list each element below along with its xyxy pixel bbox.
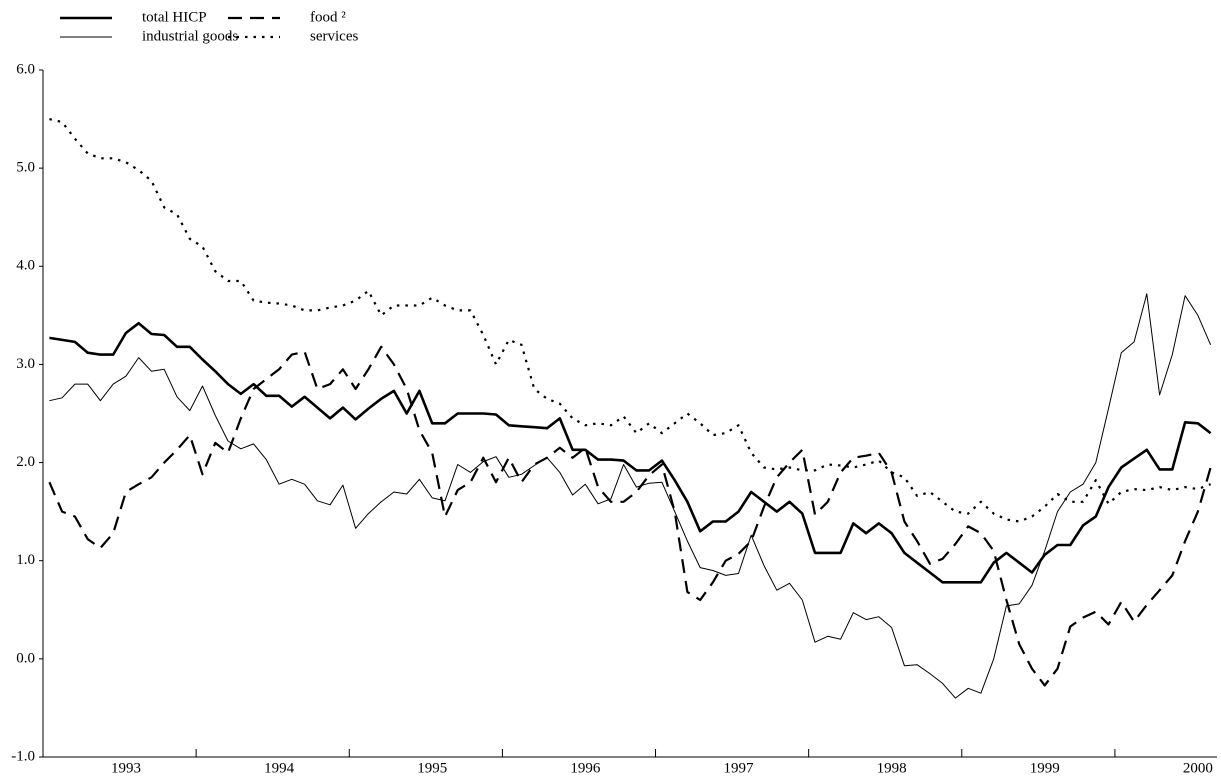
x-tick-label: 1998 <box>877 760 907 776</box>
y-tick-label: 1.0 <box>16 552 35 568</box>
y-tick-label: 3.0 <box>16 356 35 372</box>
x-tick-label: 1996 <box>570 760 601 776</box>
x-tick-label: 2000 <box>1183 760 1213 776</box>
series-line <box>49 118 1211 523</box>
y-tick-label: 2.0 <box>16 454 35 470</box>
y-tick-label: 4.0 <box>16 258 35 274</box>
y-tick-label: -1.0 <box>11 748 35 764</box>
legend-label: food ² <box>310 9 346 25</box>
x-tick-label: 1997 <box>723 760 754 776</box>
y-tick-label: 5.0 <box>16 160 35 176</box>
legend-label: total HICP <box>142 9 207 25</box>
y-tick-label: 6.0 <box>16 61 35 77</box>
series-line <box>49 293 1212 699</box>
x-tick-label: 1995 <box>417 760 447 776</box>
x-tick-label: 1994 <box>264 760 295 776</box>
legend-label: industrial goods <box>142 28 238 44</box>
series-line <box>48 345 1212 687</box>
x-tick-label: 1993 <box>111 760 141 776</box>
legend-label: services <box>310 28 358 44</box>
y-tick-label: 0.0 <box>16 650 35 666</box>
series-line <box>49 321 1212 584</box>
x-tick-label: 1999 <box>1030 760 1060 776</box>
